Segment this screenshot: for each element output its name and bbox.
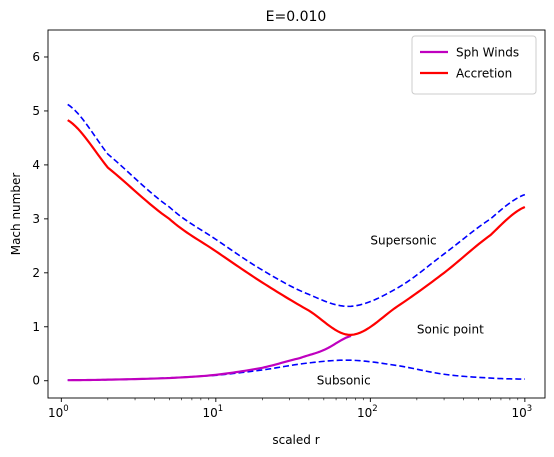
y-tick-label: 6 (32, 50, 40, 64)
series-line-sph-winds (67, 334, 352, 382)
y-tick-label: 5 (32, 104, 40, 118)
series-line-dashed-bound-2 (67, 103, 526, 308)
annotation-sonic-point: Sonic point (417, 322, 484, 336)
chart-title: E=0.010 (266, 9, 327, 25)
legend-label-accretion: Accretion (456, 67, 512, 81)
plot-frame (47, 29, 546, 399)
y-tick-label: 0 (32, 374, 40, 388)
series-line-dashed-bound-3 (67, 359, 525, 381)
y-tick-label: 1 (32, 320, 40, 334)
x-axis-label: scaled r (272, 433, 319, 447)
y-tick-label: 3 (32, 212, 40, 226)
y-axis-label: Mach number (9, 173, 23, 256)
y-tick-label: 2 (32, 266, 40, 280)
annotation-supersonic: Supersonic (370, 233, 436, 247)
y-tick-label: 4 (32, 158, 40, 172)
annotation-layer: Supersonic Sonic point Subsonic (317, 233, 484, 387)
legend-box (411, 35, 537, 95)
series-line-accretion (67, 119, 526, 336)
legend-label-sph-winds: Sph Winds (456, 46, 519, 60)
annotation-subsonic: Subsonic (317, 374, 371, 388)
series-layer (67, 103, 526, 382)
legend: Sph Winds Accretion (411, 35, 537, 95)
